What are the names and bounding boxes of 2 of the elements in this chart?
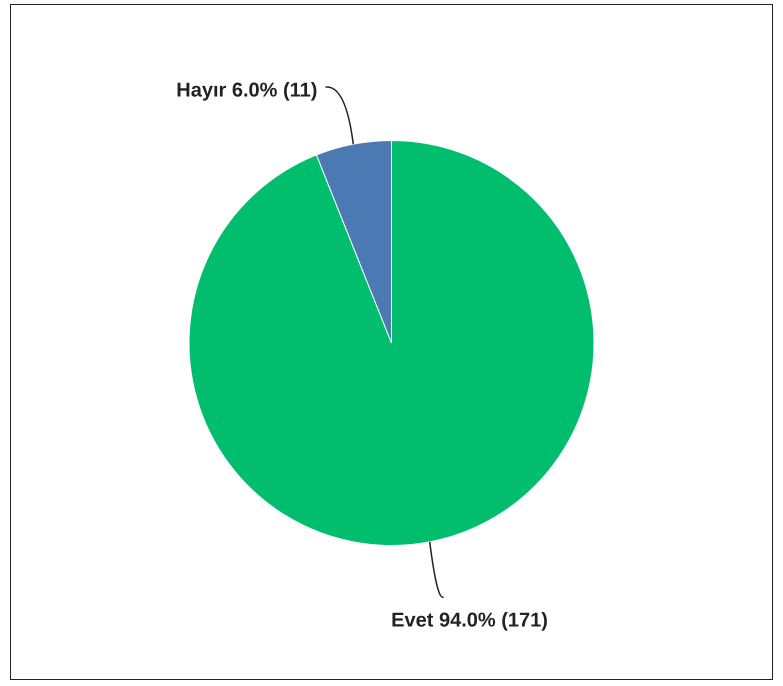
slice-label: Hayır 6.0% (11) (176, 80, 318, 102)
slice-label: Evet 94.0% (171) (391, 609, 548, 632)
